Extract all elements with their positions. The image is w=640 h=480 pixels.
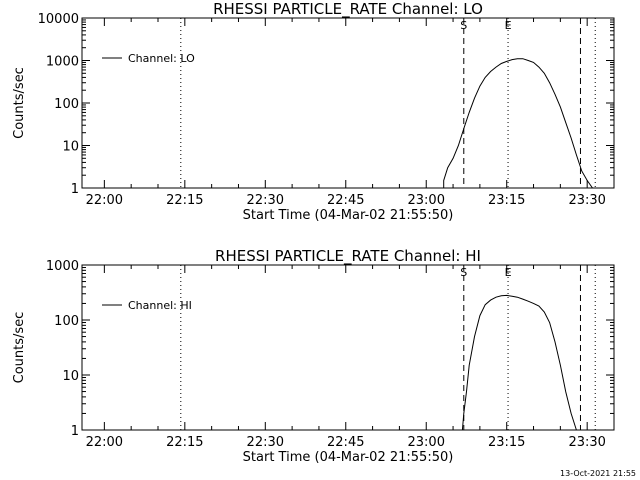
x-tick-label: 23:15 (488, 435, 525, 450)
x-tick-label: 22:30 (247, 193, 284, 208)
marker-label: S (460, 19, 467, 32)
legend-label: Channel: HI (128, 299, 192, 312)
marker-label: E (505, 19, 512, 32)
x-axis-label: Start Time (04-Mar-02 21:55:50) (243, 208, 454, 223)
chart-panel-2: RHESSI PARTICLE_RATE Channel: HI 22:00 22:… (12, 247, 615, 465)
y-tick-label: 10 (62, 369, 79, 384)
x-tick-label: 22:00 (86, 435, 123, 450)
x-axis-label: Start Time (04-Mar-02 21:55:50) (243, 450, 454, 465)
x-tick-label: 22:15 (166, 435, 203, 450)
y-axis-label: Counts/sec (12, 67, 27, 139)
legend-label: Channel: LO (128, 52, 195, 65)
y-tick-label: 1000 (46, 55, 79, 70)
series-line (437, 58, 593, 189)
x-tick-label: 23:30 (568, 435, 605, 450)
chart-title: RHESSI PARTICLE_RATE Channel: LO (213, 0, 483, 19)
chart-title: RHESSI PARTICLE_RATE Channel: HI (215, 247, 481, 266)
x-tick-label: 22:15 (166, 193, 203, 208)
y-tick-label: 1 (71, 424, 79, 439)
x-tick-label: 23:15 (488, 193, 525, 208)
x-tick-label: 23:00 (408, 193, 445, 208)
plot-frame (81, 17, 615, 189)
y-tick-label: 1000 (46, 259, 79, 274)
y-axis-label: Counts/sec (12, 312, 27, 384)
x-tick-label: 22:45 (327, 435, 364, 450)
x-tick-label: 23:30 (568, 193, 605, 208)
plot-frame (81, 264, 615, 431)
y-tick-label: 1 (71, 182, 79, 197)
chart-panel-1: RHESSI PARTICLE_RATE Channel: LO 22:00 22:… (12, 0, 615, 223)
x-tick-label: 22:30 (247, 435, 284, 450)
x-tick-label: 23:00 (408, 435, 445, 450)
y-tick-label: 100 (54, 314, 79, 329)
y-tick-label: 10000 (38, 12, 79, 27)
series-line (461, 294, 577, 431)
y-tick-label: 10 (62, 140, 79, 155)
timestamp-footer: 13-Oct-2021 21:55 (560, 469, 636, 478)
marker-label: E (505, 266, 512, 279)
x-tick-label: 22:00 (86, 193, 123, 208)
marker-label: S (460, 266, 467, 279)
x-tick-label: 22:45 (327, 193, 364, 208)
y-tick-label: 100 (54, 97, 79, 112)
